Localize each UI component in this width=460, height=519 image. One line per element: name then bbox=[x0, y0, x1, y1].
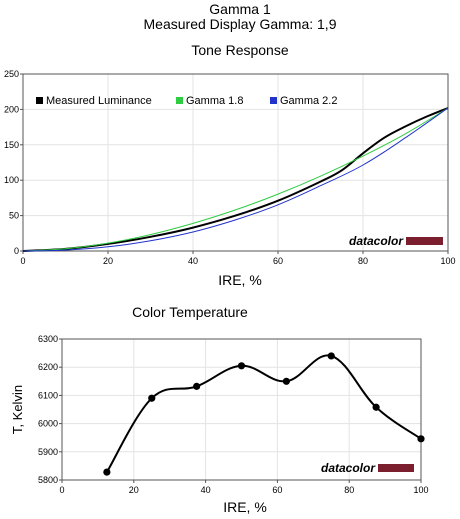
tone-datacolor-logo-bar bbox=[406, 237, 443, 245]
tone-legend-swatch bbox=[36, 97, 43, 104]
colortemp-data-point bbox=[148, 394, 156, 402]
tone-group: 0 20 40 60 80 100 0 50 100 150 200 250 Measured Lumi… bbox=[4, 69, 456, 266]
colortemp-group: 0 20 40 60 80 100 5800 5900 6000 6100 6200 6300 T, K… bbox=[10, 334, 429, 495]
tone-response-title: Tone Response bbox=[191, 42, 289, 58]
tone-ytick-label: 0 bbox=[14, 246, 19, 256]
tone-xtick-label: 20 bbox=[103, 256, 113, 266]
colortemp-ylabel: T, Kelvin bbox=[10, 385, 25, 434]
colortemp-xtick-label: 60 bbox=[272, 485, 282, 495]
colortemp-xtick-label: 20 bbox=[129, 485, 139, 495]
tone-plot-frame bbox=[22, 73, 449, 252]
tone-ytick-label: 150 bbox=[4, 140, 19, 150]
colortemp-ytick-label: 6100 bbox=[38, 390, 58, 400]
tone-legend-label: Gamma 2.2 bbox=[280, 95, 337, 107]
colortemp-ytick-label: 5800 bbox=[38, 475, 58, 485]
tone-series-line-1 bbox=[22, 107, 449, 252]
colortemp-datacolor-logo-text: datacolor bbox=[321, 461, 376, 475]
colortemp-series-line-0 bbox=[106, 354, 422, 473]
color-temp-xlabel: IRE, % bbox=[223, 499, 267, 515]
colortemp-plot-frame bbox=[61, 338, 422, 481]
tone-xtick-label: 0 bbox=[20, 256, 25, 266]
tone-ytick-label: 100 bbox=[4, 175, 19, 185]
tone-legend-label: Gamma 1.8 bbox=[186, 95, 243, 107]
colortemp-data-point bbox=[417, 435, 425, 443]
tone-ytick-label: 50 bbox=[9, 211, 19, 221]
colortemp-xtick-label: 80 bbox=[344, 485, 354, 495]
colortemp-data-point bbox=[327, 352, 335, 360]
colortemp-ytick-label: 6300 bbox=[38, 334, 58, 344]
tone-xtick-label: 60 bbox=[273, 256, 283, 266]
colortemp-data-point bbox=[103, 468, 111, 476]
colortemp-data-point bbox=[372, 403, 380, 411]
tone-ytick-label: 200 bbox=[4, 104, 19, 114]
colortemp-ytick-label: 6000 bbox=[38, 419, 58, 429]
tone-series-line-2 bbox=[22, 107, 449, 252]
colortemp-datacolor-logo-bar bbox=[378, 464, 414, 472]
tone-datacolor-logo-text: datacolor bbox=[349, 234, 404, 248]
colortemp-xtick-label: 0 bbox=[59, 485, 64, 495]
colortemp-data-point bbox=[282, 377, 290, 385]
tone-xtick-label: 80 bbox=[358, 256, 368, 266]
colortemp-data-point bbox=[237, 362, 246, 370]
colortemp-ytick-label: 6200 bbox=[38, 362, 58, 372]
colortemp-data-point bbox=[193, 382, 201, 390]
page-subtitle: Measured Display Gamma: 1,9 bbox=[143, 16, 337, 32]
tone-series-line-0 bbox=[22, 107, 449, 252]
tone-legend-swatch bbox=[270, 97, 277, 104]
tone-ytick-label: 250 bbox=[4, 69, 19, 79]
tone-legend-label: Measured Luminance bbox=[46, 95, 152, 107]
color-temp-title: Color Temperature bbox=[132, 304, 248, 320]
page-title: Gamma 1 bbox=[209, 1, 271, 17]
colortemp-xtick-label: 40 bbox=[201, 485, 211, 495]
tone-xtick-label: 40 bbox=[188, 256, 198, 266]
colortemp-xtick-label: 100 bbox=[413, 485, 428, 495]
tone-legend-swatch bbox=[176, 97, 183, 104]
colortemp-ytick-label: 5900 bbox=[38, 447, 58, 457]
tone-xtick-label: 100 bbox=[440, 256, 455, 266]
tone-response-xlabel: IRE, % bbox=[218, 272, 262, 288]
